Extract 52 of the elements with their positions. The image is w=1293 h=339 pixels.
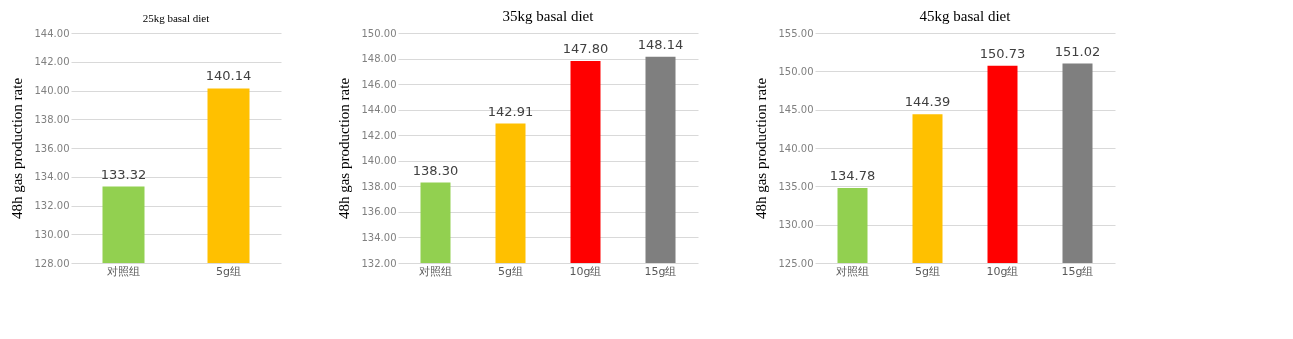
y-tick-label: 138.00: [34, 113, 70, 125]
y-tick-label: 146.00: [361, 78, 397, 90]
data-label: 134.78: [829, 168, 876, 184]
x-tick-label: 5g组: [498, 264, 523, 278]
y-tick-label: 134.00: [361, 231, 397, 243]
x-tick-label: 15g组: [1061, 264, 1094, 278]
y-tick-label: 136.00: [361, 206, 397, 218]
y-tick-label: 148.00: [361, 53, 397, 65]
x-tick-label: 10g组: [986, 264, 1019, 278]
y-axis-title: 48h gas production rate: [335, 77, 352, 220]
y-tick-label: 125.00: [778, 257, 814, 269]
x-tick-label: 15g组: [644, 264, 677, 278]
x-tick-label: 5g组: [915, 264, 940, 278]
chart-title: 45kg basal diet: [919, 8, 1012, 24]
y-tick-label: 150.00: [361, 27, 397, 39]
y-tick-label: 150.00: [778, 65, 814, 77]
data-label: 148.14: [637, 36, 684, 52]
data-label: 151.02: [1054, 43, 1101, 59]
data-label: 142.91: [487, 103, 534, 119]
x-tick-label: 对照组: [419, 264, 452, 278]
chart-title: 35kg basal diet: [502, 8, 595, 24]
data-label: 133.32: [100, 166, 147, 182]
y-tick-label: 128.00: [34, 257, 70, 269]
y-tick-label: 134.00: [34, 171, 70, 183]
y-tick-label: 155.00: [778, 27, 814, 39]
x-tick-label: 对照组: [107, 264, 140, 278]
x-tick-label: 10g组: [569, 264, 602, 278]
y-tick-label: 142.00: [34, 56, 70, 68]
y-tick-label: 140.00: [361, 155, 397, 167]
y-tick-label: 135.00: [778, 180, 814, 192]
y-axis-title: 48h gas production rate: [8, 77, 25, 220]
y-tick-label: 144.00: [361, 104, 397, 116]
y-tick-label: 140.00: [34, 85, 70, 96]
y-tick-label: 145.00: [778, 104, 814, 116]
data-label: 140.14: [205, 68, 252, 84]
y-tick-label: 130.00: [34, 228, 70, 240]
data-label: 150.73: [979, 45, 1026, 61]
y-axis-title: 48h gas production rate: [752, 77, 769, 220]
y-tick-label: 132.00: [361, 257, 397, 269]
data-label: 138.30: [412, 162, 459, 178]
y-tick-label: 144.00: [34, 27, 70, 39]
x-tick-label: 对照组: [836, 264, 869, 278]
y-tick-label: 142.00: [361, 129, 397, 141]
y-tick-label: 136.00: [34, 142, 70, 154]
data-label: 144.39: [904, 94, 951, 110]
data-label: 147.80: [562, 41, 609, 57]
y-tick-label: 140.00: [778, 142, 814, 154]
chart-title: 25kg basal diet: [142, 12, 210, 24]
y-tick-label: 138.00: [361, 180, 397, 192]
y-tick-label: 130.00: [778, 219, 814, 231]
x-tick-label: 5g组: [216, 264, 241, 278]
y-tick-label: 132.00: [34, 200, 70, 211]
